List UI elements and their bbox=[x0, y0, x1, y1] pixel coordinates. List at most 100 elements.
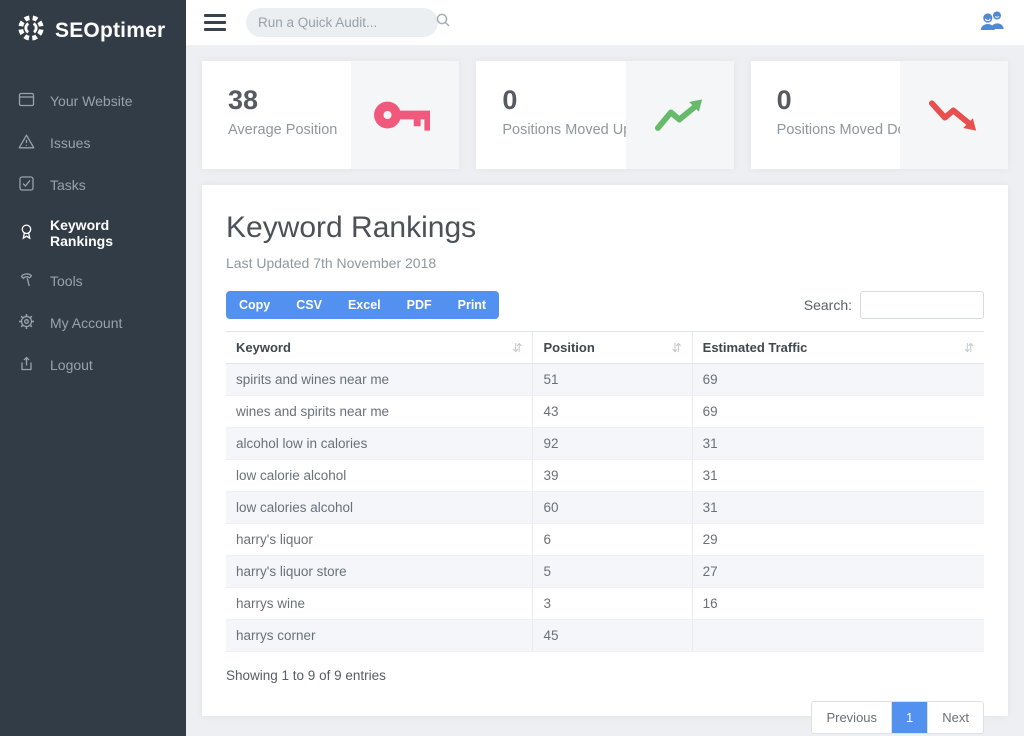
keyword-cell: low calories alcohol bbox=[226, 491, 533, 524]
stat-label: Average Position bbox=[228, 122, 338, 138]
entries-info: Showing 1 to 9 of 9 entries bbox=[226, 668, 386, 683]
browser-window-icon bbox=[18, 91, 35, 111]
keyword-cell: spirits and wines near me bbox=[226, 363, 533, 396]
traffic-cell: 31 bbox=[691, 459, 984, 492]
pagination: Previous 1 Next bbox=[811, 701, 984, 734]
traffic-cell: 69 bbox=[691, 395, 984, 428]
table-body: spirits and wines near me 51 69 wines an… bbox=[226, 363, 984, 652]
traffic-cell: 27 bbox=[691, 555, 984, 588]
table-row: wines and spirits near me 43 69 bbox=[226, 395, 984, 428]
card-positions-moved-up: 0 Positions Moved Up bbox=[476, 61, 734, 169]
sidebar-item-your-website[interactable]: Your Website bbox=[0, 80, 186, 122]
traffic-cell bbox=[691, 619, 984, 652]
stat-label: Positions Moved Down bbox=[776, 122, 925, 138]
content: 38 Average Position 0 bbox=[186, 45, 1024, 736]
last-updated-text: Last Updated 7th November 2018 bbox=[226, 255, 437, 271]
logo: SEOptimer bbox=[0, 0, 186, 58]
logout-icon bbox=[18, 355, 35, 375]
quick-audit-search bbox=[246, 8, 450, 37]
page-title: Keyword Rankings bbox=[226, 211, 477, 244]
app-title: SEOptimer bbox=[55, 18, 166, 42]
sidebar-item-label: Your Website bbox=[50, 93, 133, 109]
table-search: Search: bbox=[804, 291, 984, 319]
column-header[interactable]: Keyword ⇵ bbox=[226, 331, 533, 364]
search-label: Search: bbox=[803, 297, 852, 313]
card-positions-moved-down: 0 Positions Moved Down bbox=[750, 61, 1008, 169]
position-cell: 92 bbox=[532, 427, 693, 460]
stat-value: 0 bbox=[502, 85, 518, 115]
position-cell: 60 bbox=[532, 491, 693, 524]
sidebar-item-keyword-rankings[interactable]: Keyword Rankings bbox=[0, 206, 186, 260]
quick-audit-input[interactable] bbox=[258, 15, 435, 30]
page-1-button[interactable]: 1 bbox=[891, 702, 928, 733]
sidebar-item-my-account[interactable]: My Account bbox=[0, 302, 186, 344]
keyword-cell: alcohol low in calories bbox=[226, 427, 533, 460]
topbar bbox=[186, 0, 1024, 45]
warning-triangle-icon bbox=[18, 133, 35, 153]
traffic-cell: 16 bbox=[691, 587, 984, 620]
sort-icon[interactable]: ⇵ bbox=[512, 340, 523, 355]
table-row: spirits and wines near me 51 69 bbox=[226, 363, 984, 396]
sidebar-item-label: Issues bbox=[50, 135, 91, 151]
sort-icon[interactable]: ⇵ bbox=[963, 340, 974, 355]
stat-value: 38 bbox=[228, 85, 259, 115]
position-cell: 51 bbox=[532, 363, 693, 396]
position-cell: 6 bbox=[532, 523, 693, 556]
keyword-cell: wines and spirits near me bbox=[226, 395, 533, 428]
search-icon bbox=[435, 12, 451, 33]
sidebar-item-logout[interactable]: Logout bbox=[0, 344, 186, 386]
sidebar-item-tools[interactable]: Tools bbox=[0, 260, 186, 302]
table-header-row: Keyword ⇵ Position ⇵ Estimated bbox=[226, 331, 984, 364]
export-button[interactable]: PDF bbox=[393, 291, 445, 319]
next-page-button[interactable]: Next bbox=[927, 702, 983, 733]
column-header[interactable]: Estimated Traffic ⇵ bbox=[691, 331, 984, 364]
stat-label: Positions Moved Up bbox=[502, 122, 632, 138]
sidebar-item-tasks[interactable]: Tasks bbox=[0, 164, 186, 206]
table-row: alcohol low in calories 92 31 bbox=[226, 427, 984, 460]
table-toolbar: Copy CSV Excel PDF Print Search: bbox=[226, 291, 984, 319]
position-cell: 45 bbox=[532, 619, 693, 652]
keyword-cell: harrys corner bbox=[226, 619, 533, 652]
gear-icon bbox=[18, 313, 35, 333]
seoptimer-logo-icon bbox=[16, 13, 46, 48]
sidebar-item-label: My Account bbox=[50, 315, 123, 331]
export-button[interactable]: Excel bbox=[334, 291, 394, 319]
card-average-position: 38 Average Position bbox=[202, 61, 460, 169]
table-row: harrys wine 3 16 bbox=[226, 587, 984, 620]
export-button[interactable]: CSV bbox=[283, 291, 335, 319]
trend-up-icon bbox=[625, 61, 734, 169]
traffic-cell: 31 bbox=[691, 491, 984, 524]
table-row: harrys corner 45 bbox=[226, 619, 984, 652]
sidebar-item-label: Tasks bbox=[50, 177, 86, 193]
stat-cards: 38 Average Position 0 bbox=[202, 61, 1008, 169]
column-header-label: Keyword bbox=[236, 340, 291, 355]
stat-value: 0 bbox=[776, 85, 792, 115]
column-header[interactable]: Position ⇵ bbox=[532, 331, 693, 364]
keyword-cell: harrys wine bbox=[226, 587, 533, 620]
table-row: low calorie alcohol 39 31 bbox=[226, 459, 984, 492]
users-icon[interactable] bbox=[979, 10, 1006, 36]
key-icon bbox=[351, 61, 460, 169]
export-buttons: Copy CSV Excel PDF Print bbox=[226, 291, 500, 319]
keyword-cell: harry's liquor bbox=[226, 523, 533, 556]
sort-icon[interactable]: ⇵ bbox=[671, 340, 682, 355]
previous-page-button[interactable]: Previous bbox=[812, 702, 892, 733]
export-button[interactable]: Print bbox=[444, 291, 500, 319]
hammer-icon bbox=[18, 271, 35, 291]
column-header-label: Estimated Traffic bbox=[702, 340, 808, 355]
position-cell: 43 bbox=[532, 395, 693, 428]
main-area: 38 Average Position 0 bbox=[186, 0, 1024, 736]
sidebar-item-label: Keyword Rankings bbox=[50, 217, 114, 249]
keyword-cell: harry's liquor store bbox=[226, 555, 533, 588]
table-row: low calories alcohol 60 31 bbox=[226, 491, 984, 524]
sidebar-item-issues[interactable]: Issues bbox=[0, 122, 186, 164]
keyword-cell: low calorie alcohol bbox=[226, 459, 533, 492]
traffic-cell: 29 bbox=[691, 523, 984, 556]
award-medal-icon bbox=[18, 223, 35, 243]
export-button[interactable]: Copy bbox=[226, 291, 284, 319]
table-search-input[interactable] bbox=[860, 291, 984, 319]
position-cell: 39 bbox=[532, 459, 693, 492]
table-row: harry's liquor 6 29 bbox=[226, 523, 984, 556]
hamburger-menu-icon[interactable] bbox=[204, 14, 226, 31]
